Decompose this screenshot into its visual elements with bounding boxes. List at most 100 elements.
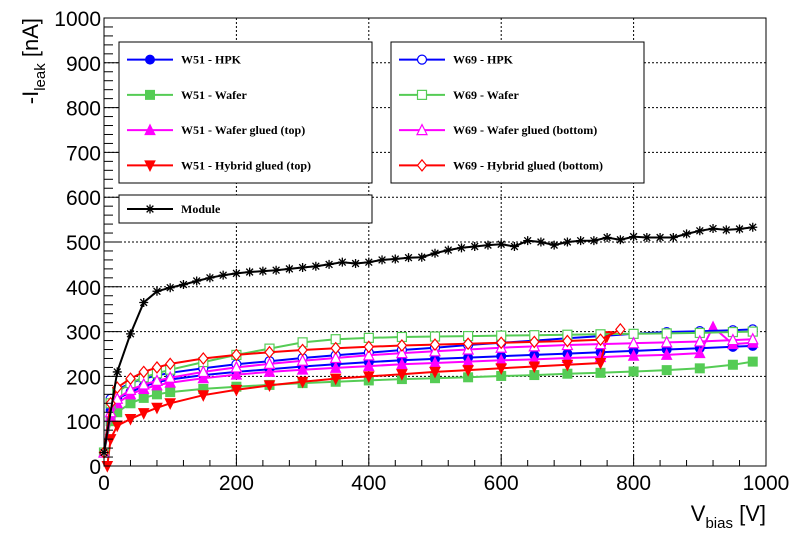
data-point xyxy=(495,336,507,350)
data-point xyxy=(298,263,308,273)
data-point xyxy=(727,359,738,370)
data-point xyxy=(197,390,210,402)
data-point xyxy=(693,334,706,347)
data-point xyxy=(178,280,188,290)
y-tick-label: 400 xyxy=(66,277,101,300)
data-point xyxy=(483,240,493,250)
legend-entry: W51 - Wafer xyxy=(181,88,247,102)
x-tick-label: 1000 xyxy=(743,472,790,495)
data-point xyxy=(595,367,606,378)
data-point xyxy=(362,348,375,361)
y-tick-label: 500 xyxy=(66,232,101,255)
legend-swatch-marker xyxy=(145,89,155,100)
data-point xyxy=(576,236,586,246)
data-point xyxy=(615,322,626,336)
legend-top-left: W51 - HPK W51 - Wafer W51 - Wafer glued (t… xyxy=(118,41,373,184)
legend-entry: W69 - Wafer xyxy=(453,88,519,102)
data-point xyxy=(111,391,124,404)
data-point xyxy=(602,233,612,243)
data-point xyxy=(536,237,546,247)
data-point xyxy=(429,338,441,352)
x-tick-label: 400 xyxy=(351,472,386,495)
legend-swatch-marker xyxy=(416,158,428,172)
data-point xyxy=(562,334,573,348)
legend-swatch-marker xyxy=(144,160,156,172)
data-point xyxy=(125,372,136,386)
data-point xyxy=(197,365,210,378)
data-point xyxy=(329,351,342,364)
x-tick-label: 0 xyxy=(98,472,110,495)
y-tick-label: 100 xyxy=(66,411,101,434)
data-point xyxy=(362,371,375,384)
y-tick-label: 300 xyxy=(66,322,101,345)
data-point xyxy=(263,380,276,392)
legends: W51 - HPK W51 - Wafer W51 - Wafer glued (t… xyxy=(118,41,645,224)
data-point xyxy=(125,398,136,409)
legend-swatch-marker xyxy=(416,89,428,100)
data-point xyxy=(660,348,673,360)
data-point xyxy=(748,222,758,232)
data-point xyxy=(297,343,308,357)
x-tick-label: 600 xyxy=(484,472,519,495)
series-layer xyxy=(98,222,759,473)
data-point xyxy=(164,370,177,383)
data-point xyxy=(404,253,414,263)
data-point xyxy=(627,349,640,361)
data-point xyxy=(264,345,275,359)
legend-swatch-marker xyxy=(145,54,155,65)
data-point xyxy=(165,387,176,398)
data-point xyxy=(296,363,309,375)
data-point xyxy=(263,357,276,369)
series-8 xyxy=(99,222,758,458)
data-point xyxy=(396,339,408,352)
data-point xyxy=(351,259,361,269)
data-point xyxy=(589,236,599,246)
data-point xyxy=(125,329,135,339)
data-point xyxy=(390,254,400,264)
data-point xyxy=(362,359,375,372)
data-point xyxy=(661,365,672,376)
data-point xyxy=(230,367,243,380)
y-tick-label: 800 xyxy=(66,98,101,121)
data-point xyxy=(164,357,176,371)
data-point xyxy=(377,255,387,265)
legend-entry: W51 - Hybrid glued (top) xyxy=(181,158,311,172)
data-point xyxy=(628,366,639,377)
data-point xyxy=(694,363,705,374)
axes: 0 200 400 600 800 1000 0 100 200 300 400 500 600 700 8… xyxy=(54,8,789,495)
data-point xyxy=(660,335,673,348)
data-point xyxy=(230,360,243,373)
y-tick-label: 0 xyxy=(89,456,101,479)
legend-entry: W51 - Wafer glued (top) xyxy=(181,123,305,137)
data-point xyxy=(417,252,427,262)
data-point xyxy=(164,398,177,410)
data-point xyxy=(137,377,150,390)
data-point xyxy=(735,224,745,234)
data-point xyxy=(529,335,540,349)
data-point xyxy=(595,333,606,347)
legend-swatch-marker xyxy=(416,54,428,65)
data-point xyxy=(726,333,739,346)
data-point xyxy=(693,346,706,359)
x-tick-label: 800 xyxy=(616,472,651,495)
legend-entry: W69 - Hybrid glued (bottom) xyxy=(453,158,603,172)
y-tick-label: 200 xyxy=(66,366,101,389)
data-point xyxy=(721,225,731,235)
data-point xyxy=(198,352,209,365)
data-point xyxy=(396,369,408,381)
data-point xyxy=(138,392,149,403)
y-tick-label: 1000 xyxy=(54,8,101,31)
data-point xyxy=(151,389,162,400)
y-axis-label: -Ileak [nA] xyxy=(18,18,49,104)
legend-swatch-marker xyxy=(416,123,428,136)
x-tick-label: 200 xyxy=(219,472,254,495)
data-point xyxy=(230,384,243,397)
data-point xyxy=(324,259,334,269)
data-point xyxy=(668,233,678,243)
data-point xyxy=(124,413,137,426)
y-tick-label: 700 xyxy=(66,142,101,165)
data-point xyxy=(138,365,149,379)
data-point xyxy=(396,357,408,370)
data-point xyxy=(329,373,342,386)
